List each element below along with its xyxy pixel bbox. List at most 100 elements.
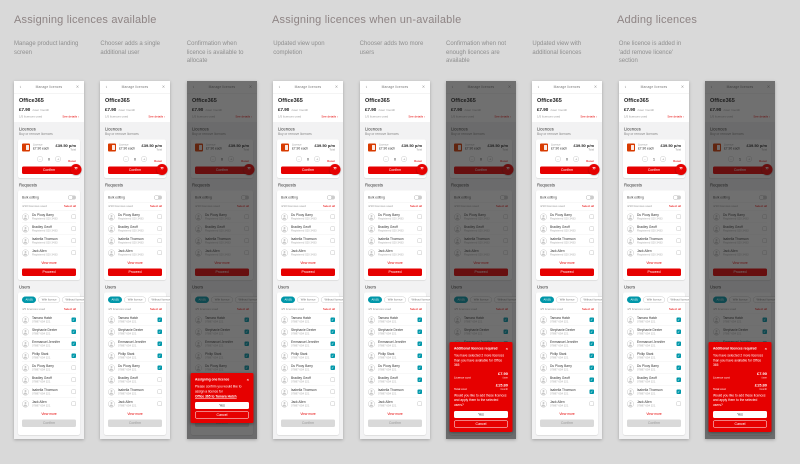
user-checkbox[interactable] — [417, 238, 422, 243]
users-confirm-button[interactable]: Confirm — [281, 419, 336, 427]
user-checkbox[interactable]: ✓ — [417, 377, 422, 382]
user-checkbox[interactable] — [157, 214, 163, 219]
user-checkbox[interactable] — [330, 401, 336, 406]
requests-view-more-link[interactable]: View more — [559, 261, 576, 266]
close-icon[interactable]: × — [76, 84, 79, 90]
dialog-yes-button[interactable]: Yes — [194, 402, 249, 409]
user-checkbox[interactable] — [71, 377, 76, 382]
tab-with-licence[interactable]: With licence — [383, 296, 406, 303]
users-select-all-link[interactable]: Select all — [582, 308, 595, 311]
tab-all[interactable]: All (8) — [626, 296, 641, 303]
vodafone-fab[interactable]: ” — [156, 164, 168, 175]
requests-select-all-link[interactable]: Select all — [582, 205, 595, 208]
user-checkbox[interactable]: ✓ — [589, 329, 595, 334]
tab-with-licence[interactable]: With licence — [124, 296, 147, 303]
user-checkbox[interactable] — [71, 226, 76, 231]
user-checkbox[interactable] — [676, 214, 681, 219]
stepper-minus-button[interactable]: - — [296, 156, 303, 162]
user-checkbox[interactable] — [589, 238, 595, 243]
user-checkbox[interactable] — [417, 226, 422, 231]
user-checkbox[interactable]: ✓ — [330, 341, 336, 346]
users-view-more-link[interactable]: View more — [559, 412, 576, 417]
user-checkbox[interactable]: ✓ — [71, 353, 76, 358]
dialog-close-icon[interactable]: × — [764, 346, 768, 352]
requests-proceed-button[interactable]: Proceed — [626, 268, 681, 276]
user-checkbox[interactable] — [330, 226, 336, 231]
user-checkbox[interactable] — [157, 389, 163, 394]
tab-without-licence[interactable]: Without licence — [407, 296, 430, 303]
user-checkbox[interactable]: ✓ — [71, 317, 76, 322]
users-select-all-link[interactable]: Select all — [150, 308, 163, 311]
tab-all[interactable]: All (8) — [281, 296, 296, 303]
user-checkbox[interactable] — [157, 226, 163, 231]
users-confirm-button[interactable]: Confirm — [540, 419, 595, 427]
stepper-plus-button[interactable]: + — [314, 156, 321, 162]
tab-all[interactable]: All (8) — [367, 296, 382, 303]
back-icon[interactable]: ‹ — [538, 84, 540, 90]
user-checkbox[interactable] — [589, 250, 595, 255]
confirm-licences-button[interactable]: Confirm — [108, 166, 163, 174]
user-checkbox[interactable]: ✓ — [157, 365, 163, 370]
user-checkbox[interactable] — [71, 401, 76, 406]
tab-without-licence[interactable]: Without licence — [62, 296, 84, 303]
back-icon[interactable]: ‹ — [365, 84, 367, 90]
close-icon[interactable]: × — [680, 84, 684, 90]
tab-with-licence[interactable]: With licence — [642, 296, 665, 303]
user-checkbox[interactable] — [676, 226, 681, 231]
users-confirm-button[interactable]: Confirm — [108, 419, 163, 427]
requests-proceed-button[interactable]: Proceed — [108, 268, 163, 276]
reset-link[interactable]: Reset — [154, 160, 163, 163]
close-icon[interactable]: × — [594, 84, 598, 90]
users-view-more-link[interactable]: View more — [386, 412, 403, 417]
user-checkbox[interactable]: ✓ — [157, 317, 163, 322]
close-icon[interactable]: × — [421, 84, 425, 90]
user-checkbox[interactable]: ✓ — [589, 389, 595, 394]
user-checkbox[interactable] — [589, 214, 595, 219]
stepper-minus-button[interactable]: - — [123, 156, 130, 162]
confirm-licences-button[interactable]: Confirm — [540, 166, 595, 174]
dialog-cancel-button[interactable]: Cancel — [713, 420, 768, 428]
reset-link[interactable]: Reset — [586, 160, 595, 163]
users-view-more-link[interactable]: View more — [127, 412, 144, 417]
user-checkbox[interactable] — [71, 365, 76, 370]
user-checkbox[interactable] — [330, 250, 336, 255]
stepper-plus-button[interactable]: + — [573, 156, 580, 162]
user-checkbox[interactable]: ✓ — [71, 329, 76, 334]
reset-link[interactable]: Reset — [327, 160, 336, 163]
confirm-licences-button[interactable]: Confirm — [367, 166, 422, 174]
user-checkbox[interactable] — [417, 401, 422, 406]
user-checkbox[interactable]: ✓ — [157, 329, 163, 334]
user-checkbox[interactable] — [676, 238, 681, 243]
vodafone-fab[interactable]: ” — [329, 164, 341, 175]
user-checkbox[interactable] — [157, 238, 163, 243]
user-checkbox[interactable]: ✓ — [589, 317, 595, 322]
user-checkbox[interactable]: ✓ — [71, 341, 76, 346]
reset-link[interactable]: Reset — [413, 160, 422, 163]
user-checkbox[interactable]: ✓ — [676, 365, 681, 370]
stepper-plus-button[interactable]: + — [400, 156, 407, 162]
tab-with-licence[interactable]: With licence — [297, 296, 320, 303]
user-checkbox[interactable] — [71, 250, 76, 255]
users-select-all-link[interactable]: Select all — [409, 308, 422, 311]
users-select-all-link[interactable]: Select all — [63, 308, 76, 311]
stepper-plus-button[interactable]: + — [55, 156, 62, 162]
user-checkbox[interactable]: ✓ — [417, 365, 422, 370]
requests-proceed-button[interactable]: Proceed — [367, 268, 422, 276]
users-confirm-button[interactable]: Confirm — [22, 419, 76, 427]
user-checkbox[interactable]: ✓ — [589, 365, 595, 370]
user-checkbox[interactable]: ✓ — [417, 341, 422, 346]
tab-with-licence[interactable]: With licence — [38, 296, 61, 303]
requests-view-more-link[interactable]: View more — [386, 261, 403, 266]
requests-view-more-link[interactable]: View more — [41, 261, 57, 266]
user-checkbox[interactable]: ✓ — [589, 353, 595, 358]
user-checkbox[interactable]: ✓ — [330, 329, 336, 334]
user-checkbox[interactable] — [157, 377, 163, 382]
user-checkbox[interactable]: ✓ — [676, 317, 681, 322]
user-checkbox[interactable]: ✓ — [417, 329, 422, 334]
user-checkbox[interactable] — [589, 226, 595, 231]
tab-without-licence[interactable]: Without licence — [148, 296, 171, 303]
user-checkbox[interactable] — [676, 401, 681, 406]
see-details-link[interactable]: See details › — [407, 115, 425, 119]
stepper-plus-button[interactable]: + — [659, 156, 666, 162]
user-checkbox[interactable]: ✓ — [330, 317, 336, 322]
